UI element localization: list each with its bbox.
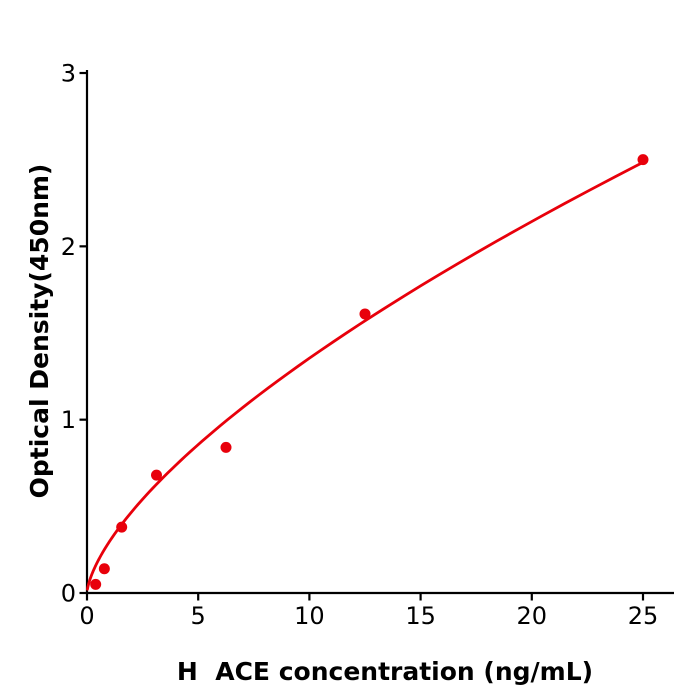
y-tick-label: 0 [61, 580, 76, 608]
y-tick-label: 1 [61, 406, 76, 434]
axes [85, 70, 674, 595]
x-axis-ticks: 0 5 10 15 20 25 [79, 593, 658, 630]
data-point [151, 469, 162, 481]
y-tick-label: 2 [61, 233, 76, 261]
data-point [90, 578, 102, 590]
x-tick-label: 10 [294, 602, 325, 630]
data-point [220, 441, 232, 453]
data-point [98, 563, 110, 575]
fit-curve-line [86, 160, 645, 591]
y-tick-label: 3 [61, 60, 76, 88]
x-tick-label: 0 [79, 602, 94, 630]
x-tick-label: 15 [405, 602, 436, 630]
y-axis-ticks: 0 1 2 3 [61, 60, 87, 608]
x-tick-label: 20 [517, 602, 548, 630]
data-point [116, 521, 128, 533]
x-tick-label: 25 [628, 602, 659, 630]
data-point [637, 154, 649, 166]
x-axis-label: H ACE concentration (ng/mL) [177, 657, 593, 686]
x-tick-label: 5 [191, 602, 206, 630]
data-point [359, 308, 371, 320]
y-axis-label: Optical Density(450nm) [25, 164, 54, 499]
data-points [90, 154, 649, 590]
